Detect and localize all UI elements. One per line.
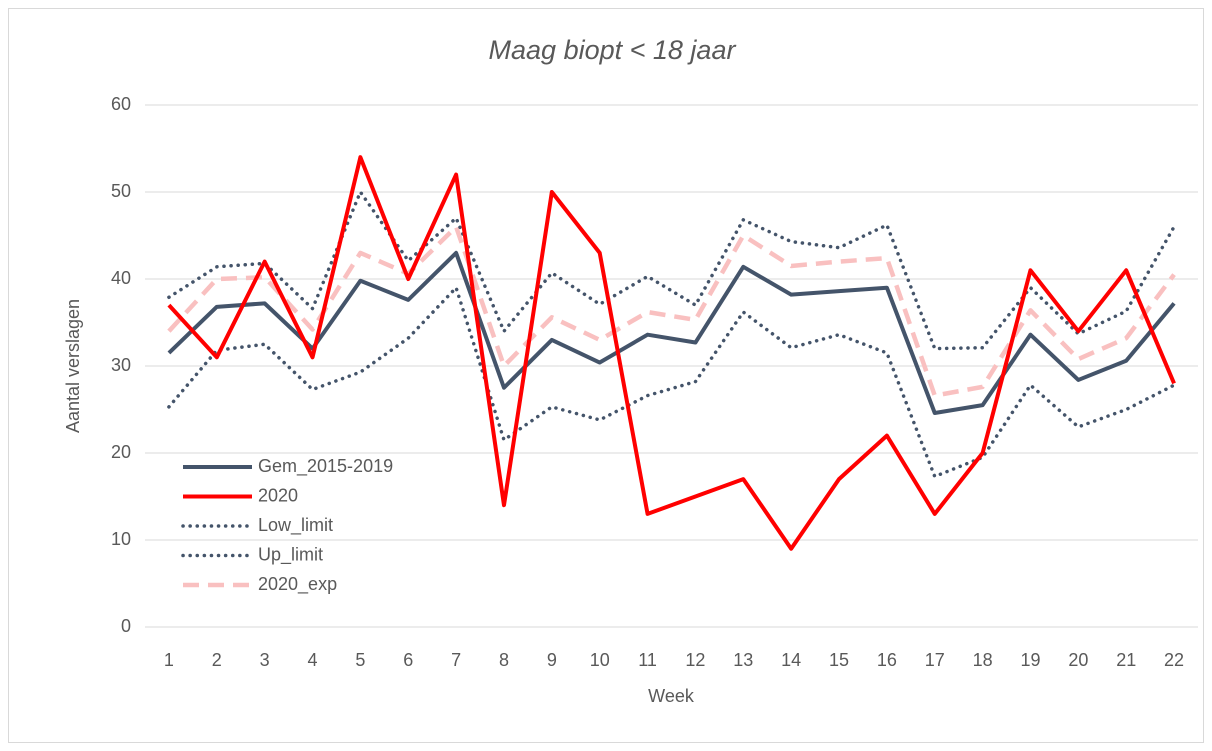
x-tick-label: 15 — [829, 650, 849, 670]
y-tick-label: 40 — [111, 268, 131, 288]
x-tick-label: 20 — [1068, 650, 1088, 670]
y-tick-label: 0 — [121, 616, 131, 636]
x-tick-label: 3 — [260, 650, 270, 670]
y-tick-label: 20 — [111, 442, 131, 462]
series-line — [167, 224, 1176, 398]
legend-label: 2020_exp — [258, 574, 337, 595]
x-tick-label: 6 — [403, 650, 413, 670]
series-line — [167, 155, 1176, 551]
x-tick-label: 18 — [973, 650, 993, 670]
legend-label: Low_limit — [258, 515, 333, 536]
x-tick-label: 9 — [547, 650, 557, 670]
x-tick-label: 12 — [685, 650, 705, 670]
x-tick-label: 4 — [308, 650, 318, 670]
legend-label: Gem_2015-2019 — [258, 456, 393, 477]
x-tick-label: 21 — [1116, 650, 1136, 670]
x-axis-label: Week — [648, 686, 695, 706]
series-line — [167, 250, 1176, 415]
series-line — [167, 285, 1176, 479]
x-tick-label: 19 — [1020, 650, 1040, 670]
chart-border — [8, 8, 1204, 743]
y-tick-label: 60 — [111, 94, 131, 114]
legend-label: 2020 — [258, 485, 298, 505]
y-tick-label: 50 — [111, 181, 131, 201]
x-tick-label: 16 — [877, 650, 897, 670]
chart-title: Maag biopt < 18 jaar — [489, 35, 737, 65]
x-tick-label: 17 — [925, 650, 945, 670]
x-tick-label: 22 — [1164, 650, 1184, 670]
y-axis-label: Aantal verslagen — [63, 299, 83, 433]
x-tick-label: 13 — [733, 650, 753, 670]
x-tick-label: 8 — [499, 650, 509, 670]
x-tick-label: 2 — [212, 650, 222, 670]
x-tick-label: 5 — [355, 650, 365, 670]
x-tick-label: 11 — [638, 650, 657, 670]
x-tick-label: 10 — [590, 650, 610, 670]
y-tick-label: 10 — [111, 529, 131, 549]
x-tick-label: 1 — [164, 650, 174, 670]
y-tick-label: 30 — [111, 355, 131, 375]
x-tick-label: 7 — [451, 650, 461, 670]
x-tick-label: 14 — [781, 650, 801, 670]
legend-label: Up_limit — [258, 544, 323, 565]
